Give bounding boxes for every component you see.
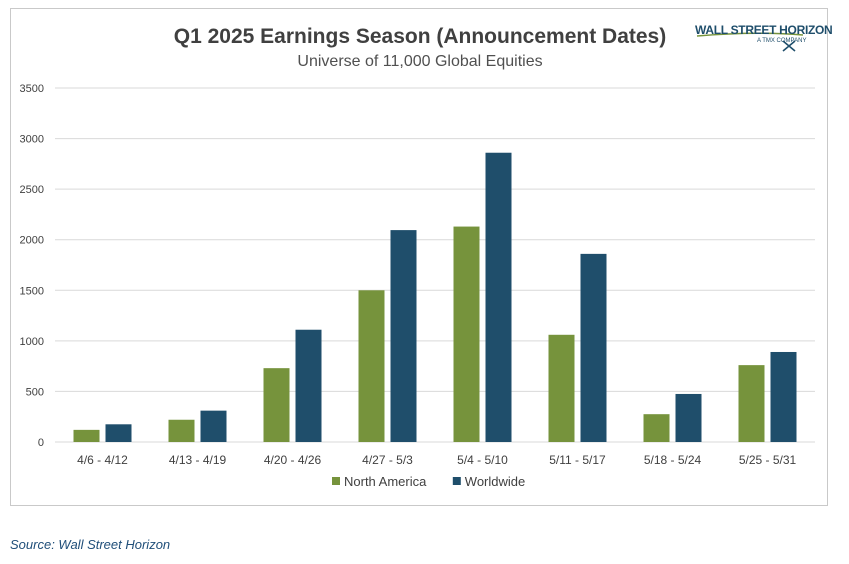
- y-tick-label: 1500: [20, 285, 44, 297]
- legend-swatch: [332, 477, 340, 485]
- y-tick-label: 2500: [20, 184, 44, 196]
- x-tick-label: 5/11 - 5/17: [549, 453, 606, 467]
- bar-north-america: [548, 334, 575, 442]
- bar-worldwide: [390, 230, 417, 442]
- legend-label: North America: [344, 474, 427, 489]
- y-tick-label: 500: [26, 386, 44, 398]
- x-tick-label: 5/4 - 5/10: [457, 453, 508, 467]
- x-axis-tick-labels: 4/6 - 4/12 4/13 - 4/19 4/20 - 4/26 4/27 - 5…: [77, 453, 796, 467]
- bar-north-america: [738, 365, 765, 442]
- gridlines: [55, 87, 815, 443]
- bar-north-america: [73, 429, 100, 442]
- y-tick-label: 3000: [20, 134, 44, 146]
- logo-wordmark: WALL STREET HORIZON: [695, 23, 833, 37]
- wall-street-horizon-logo: WALL STREET HORIZON A TMX COMPANY: [695, 21, 833, 61]
- x-tick-label: 5/25 - 5/31: [739, 453, 797, 467]
- bars: [73, 152, 797, 442]
- x-tick-label: 4/20 - 4/26: [264, 453, 322, 467]
- source-note: Source: Wall Street Horizon: [10, 537, 171, 552]
- y-tick-label: 3500: [20, 83, 44, 95]
- bar-north-america: [168, 419, 195, 442]
- x-tick-label: 5/18 - 5/24: [644, 453, 702, 467]
- y-axis-tick-labels: 0 500 1000 1500 2000 2500 3000 3500: [20, 83, 44, 449]
- chart-subtitle: Universe of 11,000 Global Equities: [297, 53, 543, 70]
- x-tick-label: 4/13 - 4/19: [169, 453, 227, 467]
- legend-label: Worldwide: [465, 474, 525, 489]
- x-tick-label: 4/27 - 5/3: [362, 453, 413, 467]
- bar-worldwide: [295, 329, 322, 442]
- legend-swatch: [452, 477, 461, 485]
- x-tick-label: 4/6 - 4/12: [77, 453, 128, 467]
- bar-worldwide: [105, 424, 132, 442]
- chart-frame: Q1 2025 Earnings Season (Announcement Da…: [10, 8, 833, 506]
- y-tick-label: 1000: [20, 336, 44, 348]
- bar-worldwide: [675, 393, 702, 442]
- chart-title: Q1 2025 Earnings Season (Announcement Da…: [173, 25, 667, 48]
- bar-north-america: [643, 414, 670, 442]
- logo-swoosh-icon: [696, 32, 804, 52]
- y-tick-label: 0: [38, 437, 44, 449]
- bar-worldwide: [200, 410, 227, 442]
- bar-north-america: [453, 226, 480, 442]
- legend: North America Worldwide: [332, 474, 525, 489]
- bar-north-america: [263, 368, 290, 442]
- logo-tagline: A TMX COMPANY: [757, 38, 807, 44]
- bar-north-america: [358, 290, 385, 442]
- y-tick-label: 2000: [20, 235, 44, 247]
- bar-worldwide: [770, 351, 797, 442]
- bar-worldwide: [485, 152, 512, 442]
- bar-worldwide: [580, 253, 607, 442]
